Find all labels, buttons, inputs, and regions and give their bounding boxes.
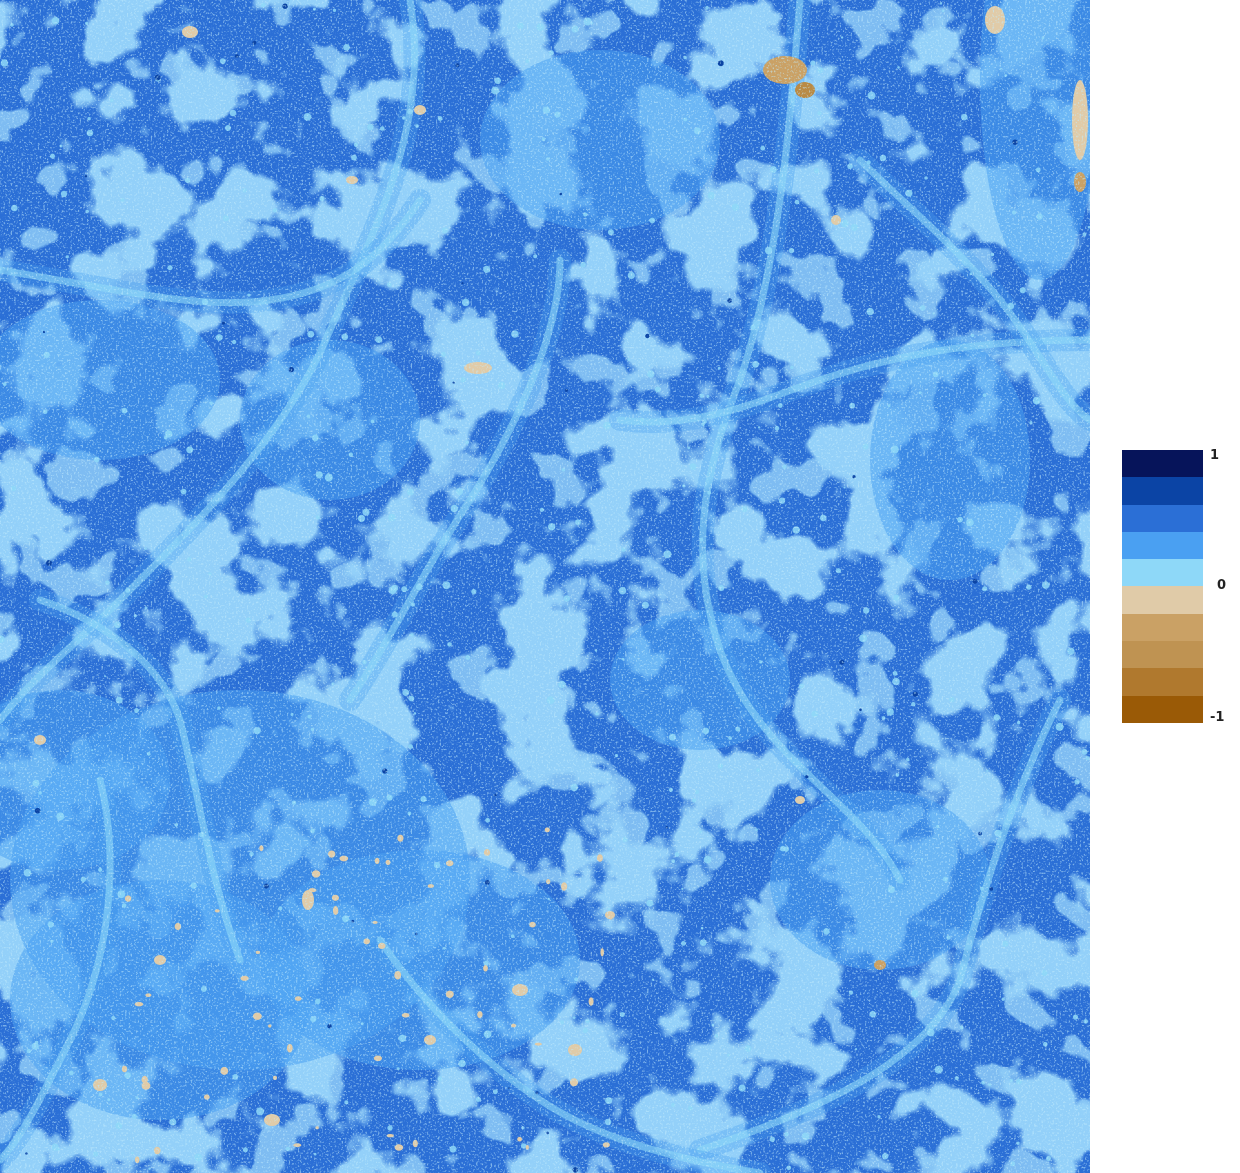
legend-swatch	[1122, 586, 1203, 614]
ndvi-map	[0, 0, 1090, 1173]
legend: 1 0 -1	[1122, 448, 1232, 725]
ndvi-raster	[0, 0, 1090, 1173]
legend-swatch	[1122, 477, 1203, 505]
legend-mid-label: 0	[1217, 578, 1227, 593]
legend-swatch	[1122, 531, 1203, 560]
legend-max-label: 1	[1210, 448, 1220, 463]
legend-swatch	[1122, 504, 1203, 532]
legend-swatch	[1122, 450, 1203, 478]
legend-swatch	[1122, 641, 1203, 669]
legend-swatch	[1122, 613, 1203, 642]
speckle-texture	[0, 0, 1090, 1173]
legend-swatch	[1122, 668, 1203, 696]
legend-swatch	[1122, 695, 1203, 723]
legend-min-label: -1	[1210, 710, 1225, 725]
legend-swatch	[1122, 559, 1203, 587]
legend-color-bar	[1122, 450, 1203, 723]
